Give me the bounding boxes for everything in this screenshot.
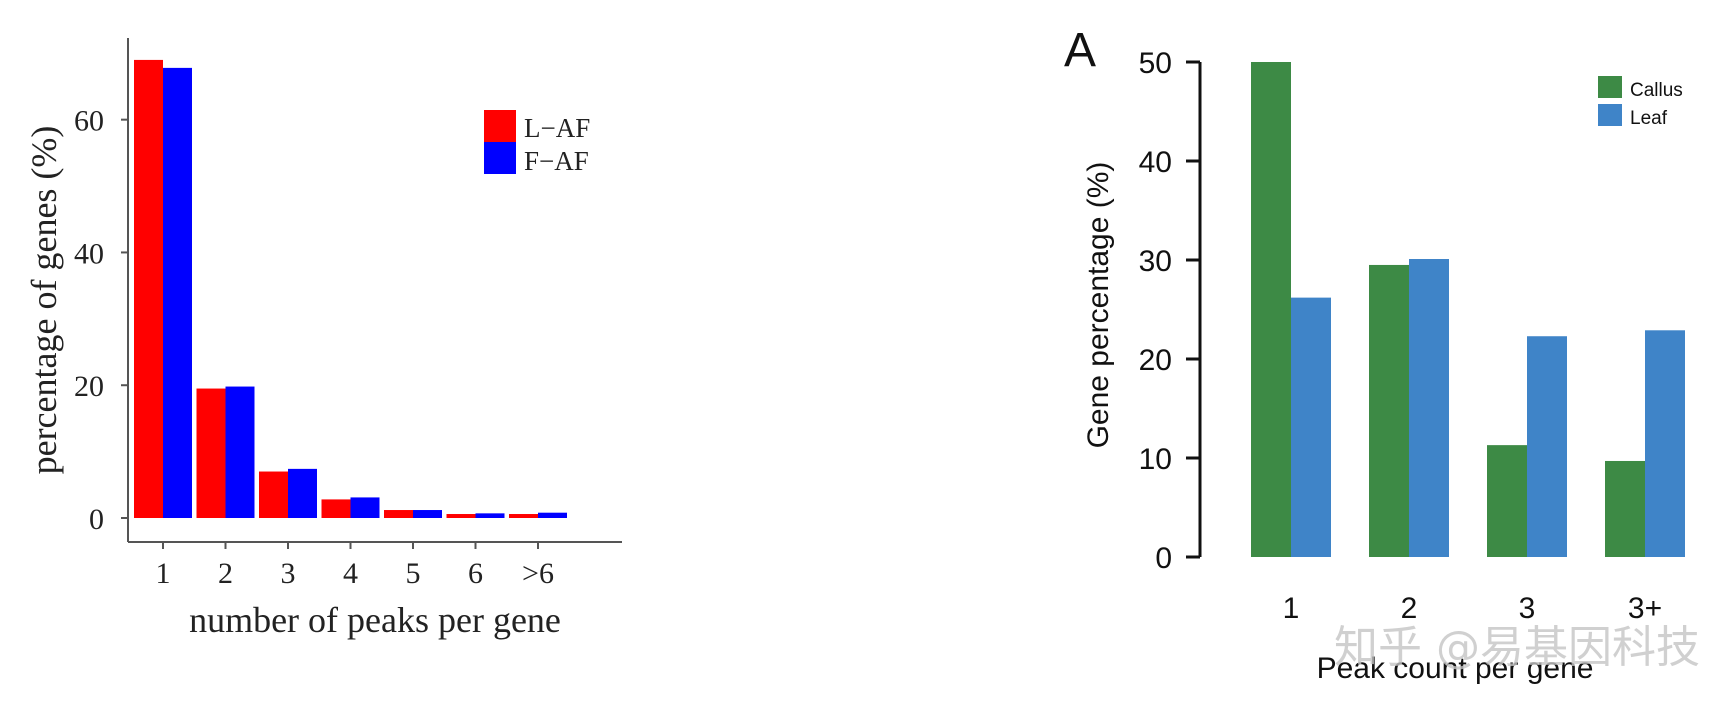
right-bar-callus-4 [1605, 460, 1645, 557]
left-y-tick-label: 20 [74, 370, 104, 403]
left-bar-faf-1 [163, 67, 192, 518]
right-x-ticks: 1 2 3 3+ [1283, 592, 1662, 625]
left-bar-faf-5 [413, 510, 442, 518]
right-bar-callus-3 [1487, 445, 1527, 557]
right-y-axis-title: Gene percentage (%) [1082, 162, 1115, 449]
right-x-tick-label: 1 [1283, 592, 1300, 625]
left-bar-faf-2 [225, 386, 255, 518]
left-bar-faf-7 [538, 512, 567, 518]
left-y-axis-title: percentage of genes (%) [24, 126, 64, 475]
right-bar-callus-1 [1251, 62, 1291, 557]
left-bar-faf-4 [350, 497, 380, 518]
left-bars [134, 59, 567, 519]
left-legend-label-faf: F−AF [524, 146, 589, 176]
right-y-ticks: 0 10 20 30 40 50 [1139, 47, 1200, 575]
right-bar-leaf-2 [1409, 259, 1449, 557]
left-x-tick-label: 1 [156, 557, 171, 590]
left-x-tick-label: >6 [522, 557, 554, 590]
left-bar-laf-6 [446, 514, 476, 518]
left-y-ticks: 0 20 40 60 [74, 105, 128, 536]
left-bar-faf-3 [288, 468, 317, 518]
left-y-tick-label: 40 [74, 237, 104, 270]
left-bar-laf-4 [321, 499, 351, 518]
left-legend-swatch-laf [484, 110, 516, 142]
left-legend-label-laf: L−AF [524, 113, 590, 143]
right-x-tick-label: 2 [1401, 592, 1418, 625]
right-y-tick-label: 30 [1139, 245, 1172, 278]
left-x-tick-label: 6 [468, 557, 483, 590]
left-legend-swatch-faf [484, 142, 516, 174]
right-bar-leaf-3 [1527, 336, 1567, 557]
left-legend: L−AF F−AF [484, 110, 590, 176]
right-legend-swatch-leaf [1598, 104, 1622, 126]
left-bar-laf-7 [509, 514, 538, 518]
right-bar-leaf-1 [1291, 297, 1331, 557]
left-x-tick-label: 3 [281, 557, 296, 590]
right-bar-leaf-4 [1645, 330, 1685, 557]
left-x-ticks: 1 2 3 4 5 6 >6 [156, 542, 554, 590]
chart-left: 0 20 40 60 1 2 3 4 5 6 >6 number of peaks per gen… [24, 38, 622, 640]
right-x-tick-label: 3+ [1628, 592, 1662, 625]
left-y-tick-label: 0 [89, 503, 104, 536]
left-x-axis-title: number of peaks per gene [189, 600, 561, 640]
right-y-tick-label: 20 [1139, 344, 1172, 377]
right-bar-callus-2 [1369, 264, 1409, 557]
right-y-tick-label: 10 [1139, 443, 1172, 476]
left-x-tick-label: 2 [218, 557, 233, 590]
right-x-axis-title: Peak count per gene [1317, 652, 1594, 685]
left-bar-laf-1 [134, 59, 163, 519]
right-x-tick-label: 3 [1519, 592, 1536, 625]
left-x-tick-label: 4 [343, 557, 358, 590]
right-y-tick-label: 40 [1139, 146, 1172, 179]
right-y-tick-label: 50 [1139, 47, 1172, 80]
right-y-tick-label: 0 [1155, 542, 1172, 575]
left-bar-laf-5 [384, 510, 413, 518]
left-bar-laf-2 [196, 388, 226, 518]
right-legend-swatch-callus [1598, 76, 1622, 98]
right-legend-label-callus: Callus [1630, 80, 1683, 101]
left-x-tick-label: 5 [406, 557, 421, 590]
right-legend: Callus Leaf [1598, 76, 1683, 129]
right-legend-label-leaf: Leaf [1630, 108, 1668, 129]
right-bars [1251, 62, 1685, 557]
left-bar-faf-6 [475, 513, 505, 518]
watermark: 知乎 @易基因科技 [1334, 622, 1700, 673]
left-bar-laf-3 [259, 471, 288, 518]
panel-label: A [1064, 24, 1096, 77]
left-y-tick-label: 60 [74, 105, 104, 138]
